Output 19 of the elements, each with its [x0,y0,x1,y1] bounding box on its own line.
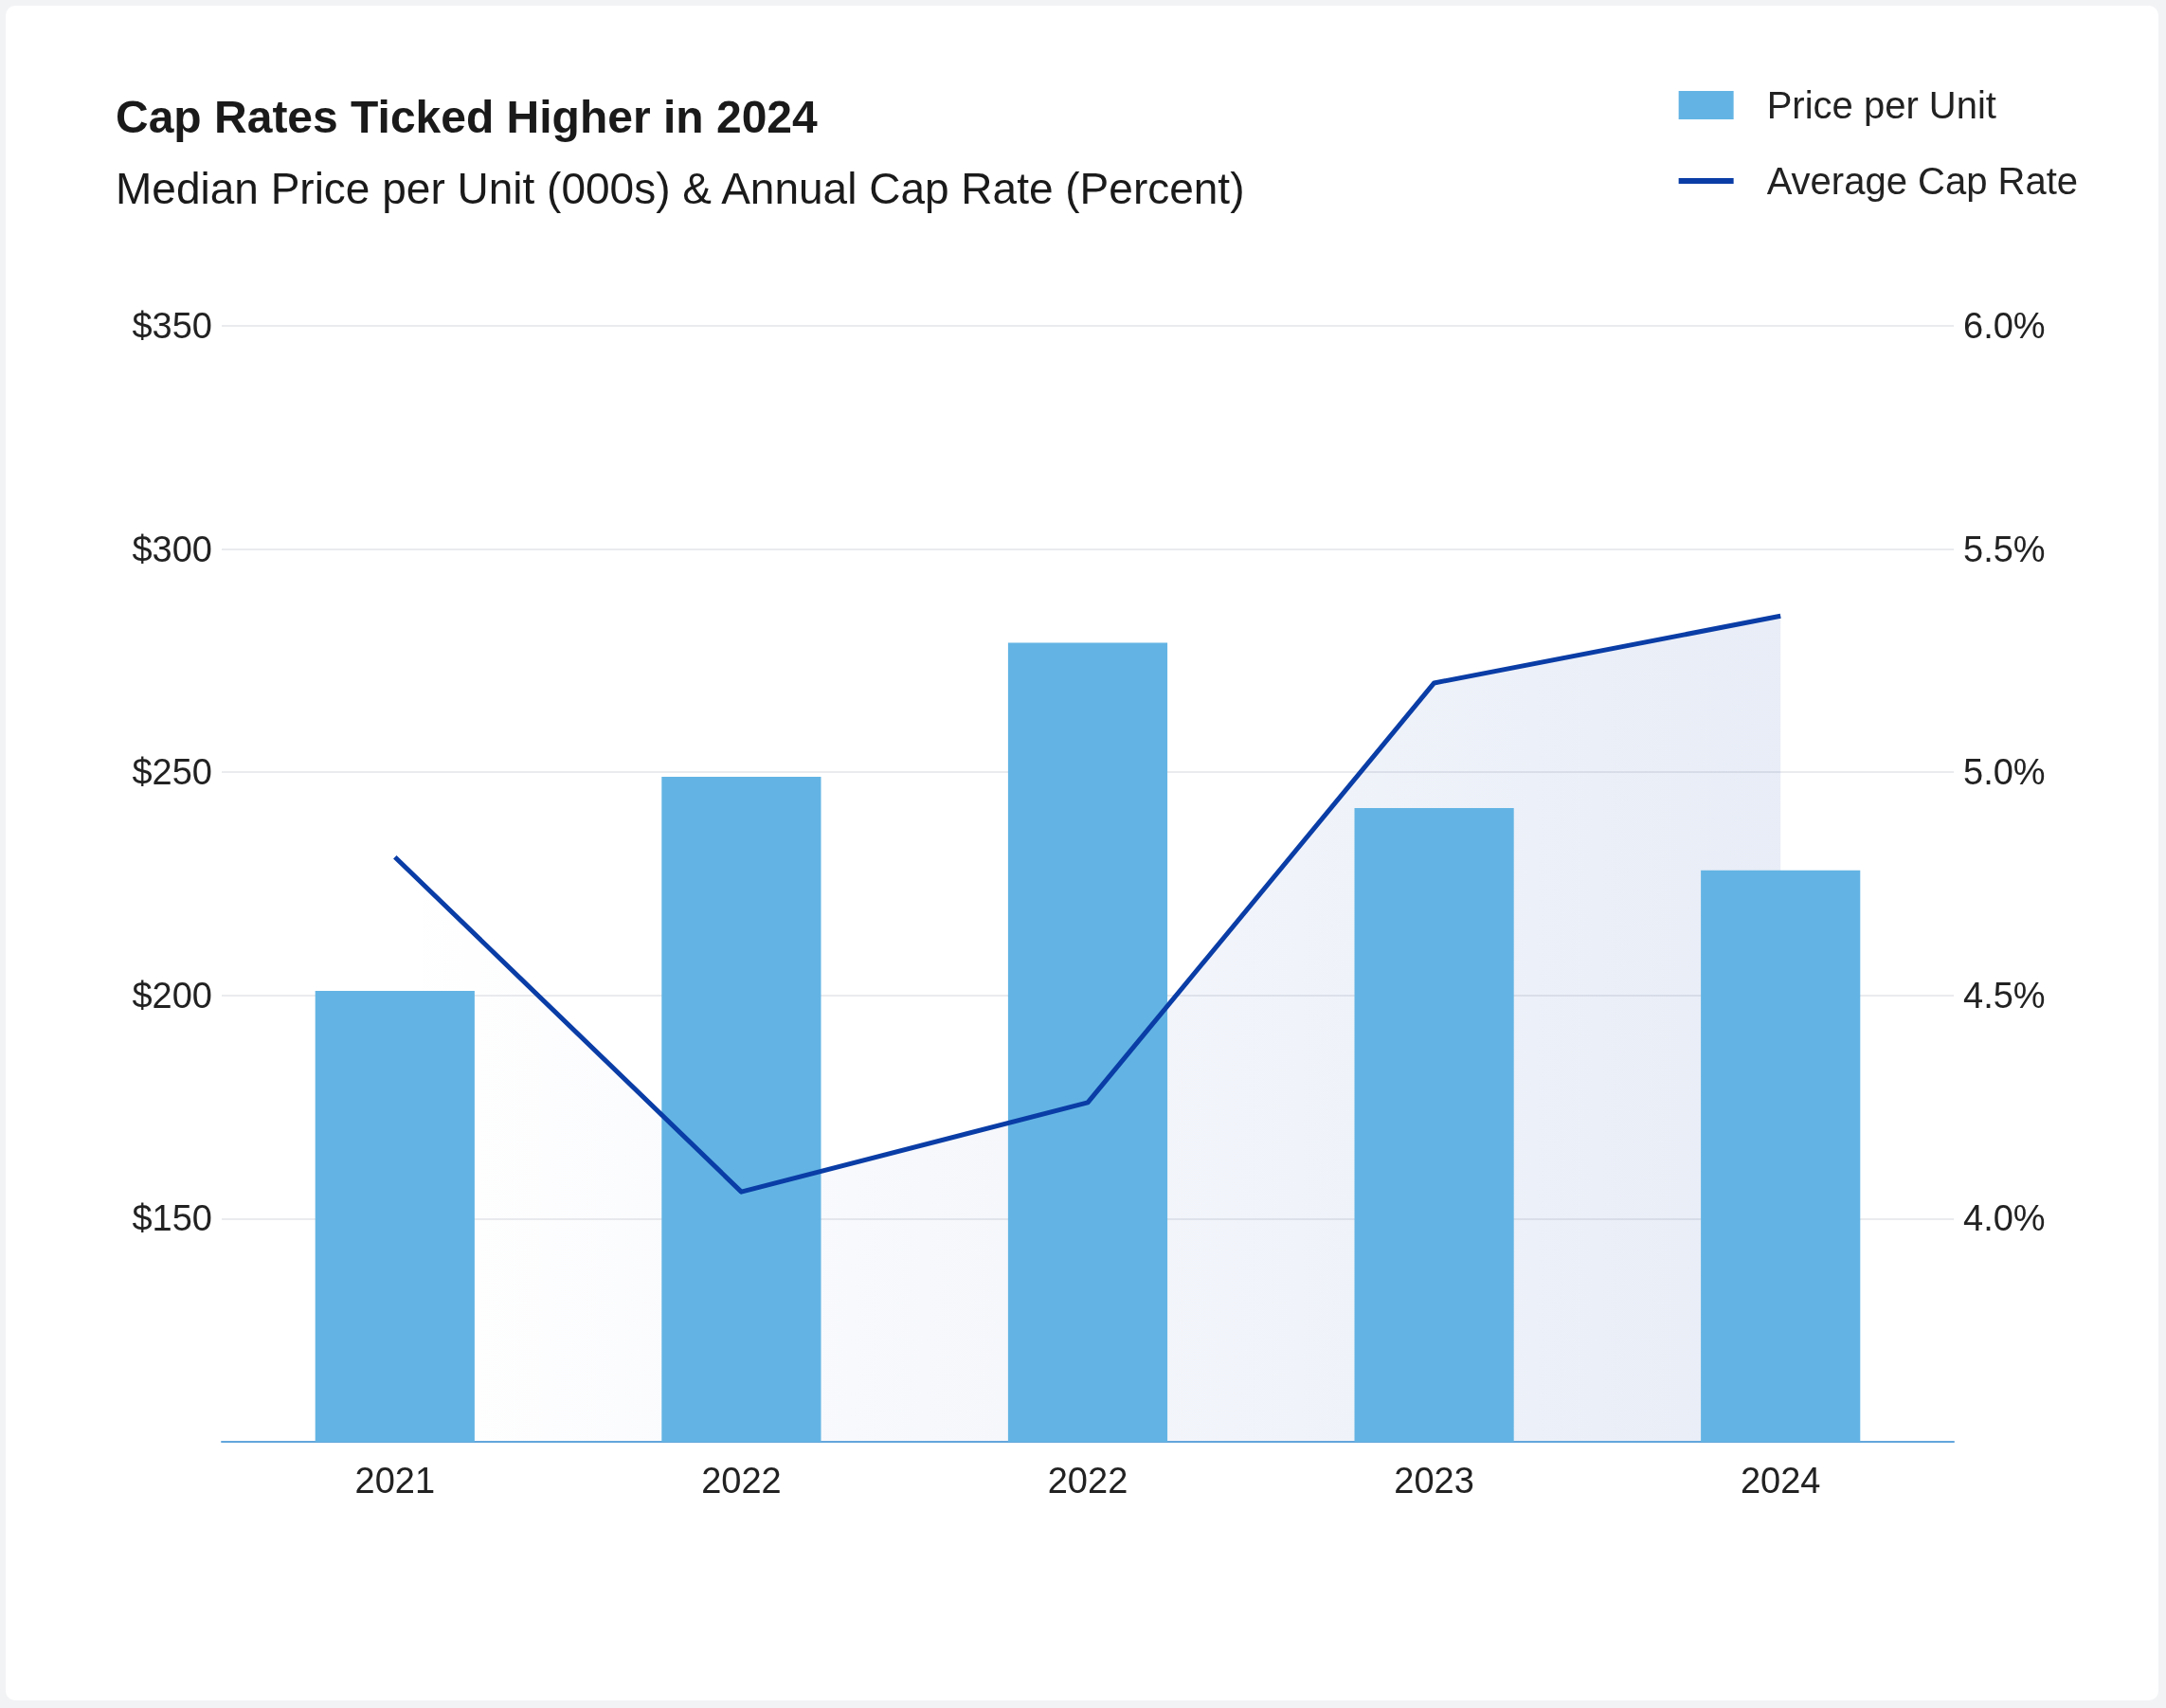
x-tick-label: 2021 [354,1461,436,1501]
x-tick-label: 2022 [1047,1461,1128,1501]
y2-tick-label: 6.0% [1963,306,2046,346]
y2-tick-label: 4.0% [1963,1198,2046,1239]
chart-subtitle: Median Price per Unit (000s) & Annual Cap Rate (Percent) [116,164,1245,213]
x-tick-label: 2024 [1740,1461,1821,1501]
y2-tick-label: 5.5% [1963,529,2046,569]
y-tick-label: $300 [132,529,212,569]
legend-label: Average Cap Rate [1766,160,2078,202]
y-tick-label: $150 [132,1198,212,1239]
y-tick-label: $250 [132,752,212,793]
legend-label: Price per Unit [1766,84,1996,126]
x-tick-label: 2023 [1394,1461,1474,1501]
y2-tick-label: 4.5% [1963,975,2046,1016]
x-tick-label: 2022 [701,1461,782,1501]
y-tick-label: $200 [132,975,212,1016]
chart-title: Cap Rates Ticked Higher in 2024 [116,91,819,142]
y2-tick-label: 5.0% [1963,752,2046,793]
y-tick-label: $350 [132,306,212,346]
